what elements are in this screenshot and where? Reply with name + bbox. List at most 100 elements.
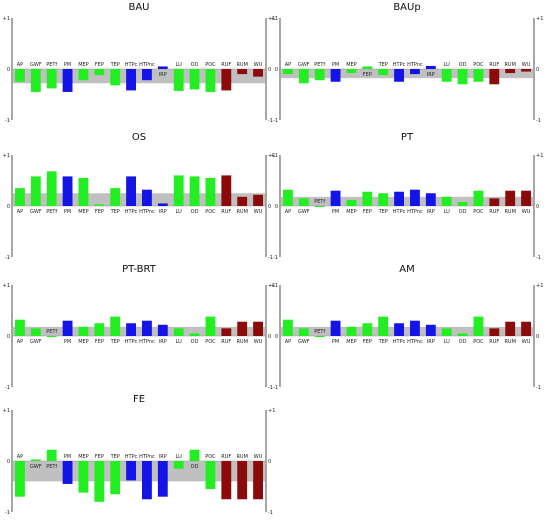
- category-label: AP: [285, 209, 291, 215]
- category-label: GWF: [298, 62, 310, 68]
- bar-rum: [505, 190, 516, 206]
- category-label: RUM: [504, 62, 515, 68]
- y-tick-label-left: 0: [275, 204, 278, 210]
- bar-htpnc: [142, 461, 152, 500]
- category-label: RUF: [221, 339, 231, 345]
- bar-fep: [362, 191, 373, 206]
- panel-title: PT-BRT: [122, 264, 157, 275]
- y-tick-label-left: -1: [273, 385, 278, 391]
- bar-petf: [46, 171, 57, 206]
- bar-ruf: [489, 198, 500, 206]
- category-label: LU: [176, 454, 183, 460]
- y-tick-label-right: +1: [536, 283, 543, 289]
- y-tick-label-right: -1: [268, 255, 273, 261]
- category-label: LU: [176, 62, 183, 68]
- reference-band: [281, 326, 533, 336]
- bar-htpnc: [142, 189, 152, 206]
- bar-ruf: [221, 175, 232, 206]
- y-tick-label-left: +1: [271, 283, 278, 289]
- category-label: POC: [473, 62, 484, 68]
- category-label: FEP: [363, 209, 372, 215]
- y-tick-label-right: -1: [536, 118, 541, 124]
- bar-irp: [157, 66, 168, 69]
- category-label: MEP: [78, 339, 89, 345]
- y-tick-label-left: 0: [275, 334, 278, 340]
- y-tick-label-left: -1: [5, 385, 10, 391]
- bar-mep: [346, 69, 357, 74]
- category-label: AP: [17, 62, 23, 68]
- bar-ruf: [221, 69, 232, 91]
- category-label: LU: [444, 339, 451, 345]
- bar-wu: [253, 69, 263, 77]
- bar-wu: [521, 69, 531, 72]
- category-label: OD: [459, 62, 467, 68]
- bar-lu: [173, 461, 184, 469]
- bar-petf: [314, 69, 325, 81]
- y-tick-label-right: -1: [268, 385, 273, 391]
- category-label: RUF: [489, 339, 499, 345]
- bar-gwf: [298, 328, 309, 336]
- bar-htpc: [394, 69, 404, 82]
- category-label: TEP: [110, 339, 120, 345]
- category-label: WU: [522, 209, 531, 215]
- bar-rum: [237, 461, 248, 500]
- panel-title: AM: [399, 264, 414, 275]
- category-label: PETf: [314, 329, 325, 335]
- y-tick-label-right: 0: [268, 459, 271, 465]
- bar-ap: [283, 69, 293, 75]
- y-tick-label-right: +1: [268, 16, 275, 22]
- category-label: PETf: [314, 62, 325, 68]
- bar-pm: [330, 320, 341, 336]
- bar-tep: [110, 188, 121, 206]
- bar-ap: [283, 319, 293, 336]
- bar-rum: [505, 69, 516, 74]
- category-label: GWF: [30, 464, 42, 470]
- category-label: WU: [522, 62, 531, 68]
- bar-rum: [505, 321, 516, 336]
- category-label: RUM: [236, 454, 247, 460]
- category-label: PETf: [46, 464, 57, 470]
- y-tick-label-right: 0: [536, 67, 539, 73]
- bar-petf: [314, 336, 325, 338]
- category-label: TEP: [378, 339, 388, 345]
- bar-irp: [425, 324, 436, 336]
- bar-htpc: [126, 323, 136, 336]
- y-tick-label-left: -1: [273, 118, 278, 124]
- y-tick-label-left: 0: [7, 334, 10, 340]
- bar-petf: [46, 69, 57, 89]
- bar-htpc: [394, 323, 404, 336]
- bar-htpnc: [410, 320, 420, 336]
- category-label: TEP: [110, 209, 120, 215]
- bar-gwf: [298, 198, 309, 206]
- y-tick-label-right: 0: [268, 334, 271, 340]
- category-label: POC: [205, 454, 216, 460]
- bar-poc: [205, 461, 216, 490]
- y-tick-label-right: -1: [536, 385, 541, 391]
- category-label: HTPnc: [139, 209, 155, 215]
- bar-mep: [346, 326, 357, 336]
- category-label: OD: [459, 209, 467, 215]
- bar-gwf: [30, 459, 41, 461]
- y-tick-label-right: 0: [536, 334, 539, 340]
- bar-pm: [62, 69, 73, 92]
- category-label: HTPnc: [407, 209, 423, 215]
- y-tick-label-left: +1: [3, 153, 10, 159]
- category-label: RUF: [489, 209, 499, 215]
- category-label: MEP: [346, 339, 357, 345]
- y-tick-label-left: +1: [3, 283, 10, 289]
- category-label: IRP: [159, 209, 167, 215]
- category-label: RUM: [504, 339, 515, 345]
- category-label: PETf: [314, 199, 325, 205]
- bar-mep: [78, 461, 89, 493]
- panel-title: BAU: [128, 2, 149, 13]
- category-label: PETf: [46, 209, 57, 215]
- bar-pm: [62, 320, 73, 336]
- y-tick-label-left: 0: [7, 459, 10, 465]
- bar-wu: [253, 461, 263, 500]
- category-label: HTPnc: [139, 454, 155, 460]
- bar-od: [189, 176, 200, 206]
- category-label: OD: [459, 339, 467, 345]
